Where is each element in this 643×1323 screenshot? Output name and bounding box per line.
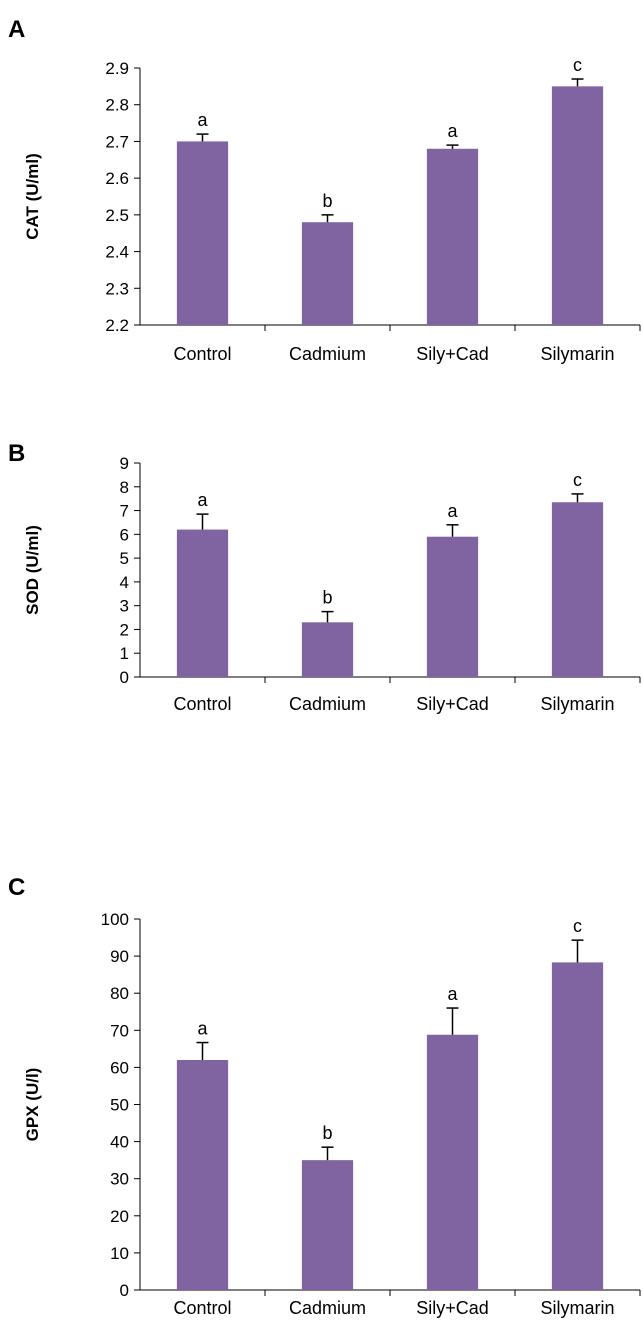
bar <box>551 962 604 1290</box>
panel-letter: B <box>8 440 26 467</box>
y-axis-title: CAT (U/ml) <box>23 153 42 240</box>
significance-label: a <box>447 984 458 1004</box>
category-label: Sily+Cad <box>416 344 489 364</box>
category-label: Control <box>173 1298 231 1318</box>
significance-label: a <box>197 1019 208 1039</box>
y-tick-label: 2.8 <box>105 96 129 115</box>
significance-label: a <box>447 121 458 141</box>
y-tick-label: 7 <box>120 502 129 521</box>
y-tick-label: 3 <box>120 597 129 616</box>
y-tick-label: 10 <box>110 1244 129 1263</box>
y-tick-label: 2.4 <box>105 243 129 262</box>
bar <box>176 141 229 325</box>
y-tick-label: 40 <box>110 1133 129 1152</box>
y-tick-label: 30 <box>110 1170 129 1189</box>
category-label: Silymarin <box>540 344 614 364</box>
category-label: Cadmium <box>289 694 366 714</box>
panel-b: B 0 1 2 3 4 5 6 7 8 9 SOD (U/ml) a Control b Cadmium a S… <box>0 440 643 874</box>
y-tick-label: 2.5 <box>105 206 129 225</box>
panel-letter: A <box>8 16 26 43</box>
significance-label: b <box>322 1123 332 1143</box>
y-tick-label: 9 <box>120 454 129 473</box>
y-tick-label: 5 <box>120 549 129 568</box>
category-label: Silymarin <box>540 1298 614 1318</box>
y-tick-label: 50 <box>110 1096 129 1115</box>
significance-label: c <box>573 470 582 490</box>
panel-letter: C <box>8 874 26 901</box>
gpx-chart: 0 10 20 30 40 50 60 70 80 90 100 GPX (U/l) a Control b… <box>23 910 641 1318</box>
y-axis-title: GPX (U/l) <box>23 1068 42 1142</box>
y-tick-label: 2 <box>120 620 129 639</box>
bar <box>176 1059 229 1290</box>
y-tick-label: 8 <box>120 478 129 497</box>
y-tick-label: 1 <box>120 644 129 663</box>
y-tick-label: 2.2 <box>105 316 129 335</box>
y-tick-label: 100 <box>101 910 129 929</box>
significance-label: b <box>322 191 332 211</box>
sod-chart: 0 1 2 3 4 5 6 7 8 9 SOD (U/ml) a Control b Cadmium a Sil… <box>23 454 641 714</box>
category-label: Cadmium <box>289 344 366 364</box>
y-tick-label: 90 <box>110 947 129 966</box>
significance-label: a <box>447 501 458 521</box>
bar <box>551 502 604 677</box>
bar <box>426 1034 479 1290</box>
y-tick-label: 6 <box>120 525 129 544</box>
y-tick-label: 2.3 <box>105 279 129 298</box>
bar <box>301 1160 354 1290</box>
significance-label: a <box>197 490 208 510</box>
bar <box>551 86 604 325</box>
y-axis-title: SOD (U/ml) <box>23 525 42 615</box>
category-label: Control <box>173 694 231 714</box>
y-tick-label: 2.6 <box>105 169 129 188</box>
category-label: Cadmium <box>289 1298 366 1318</box>
y-tick-label: 0 <box>120 1281 129 1300</box>
significance-label: b <box>322 588 332 608</box>
bar <box>301 222 354 325</box>
category-label: Control <box>173 344 231 364</box>
y-tick-label: 20 <box>110 1207 129 1226</box>
category-label: Silymarin <box>540 694 614 714</box>
significance-label: a <box>197 110 208 130</box>
y-tick-label: 60 <box>110 1058 129 1077</box>
y-tick-label: 2.7 <box>105 132 129 151</box>
category-label: Sily+Cad <box>416 1298 489 1318</box>
y-tick-label: 80 <box>110 984 129 1003</box>
panel-c: C 0 10 20 30 40 50 60 70 80 90 100 GPX (U/l) a Contro… <box>0 874 643 1323</box>
y-tick-label: 2.9 <box>105 59 129 78</box>
y-tick-label: 0 <box>120 668 129 687</box>
bar <box>176 529 229 677</box>
y-tick-label: 70 <box>110 1021 129 1040</box>
significance-label: c <box>573 55 582 75</box>
significance-label: c <box>573 916 582 936</box>
panel-a: A 2.2 2.3 2.4 2.5 2.6 2.7 2.8 2.9 CAT (U/ml) a Con… <box>0 0 643 440</box>
bar <box>426 148 479 325</box>
bar <box>301 622 354 677</box>
y-tick-label: 4 <box>120 573 129 592</box>
category-label: Sily+Cad <box>416 694 489 714</box>
bar <box>426 536 479 677</box>
cat-chart: 2.2 2.3 2.4 2.5 2.6 2.7 2.8 2.9 CAT (U/ml) a Contr… <box>23 55 641 364</box>
